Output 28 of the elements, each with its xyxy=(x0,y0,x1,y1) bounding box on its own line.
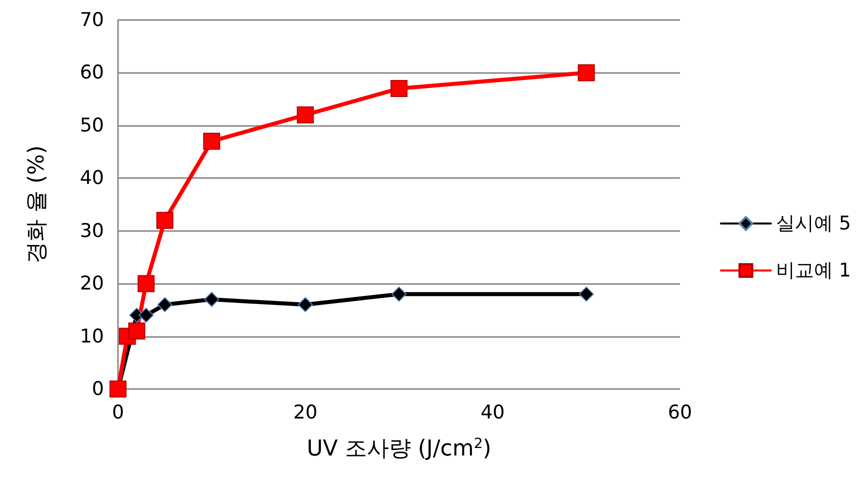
x-tick-label: 60 xyxy=(668,402,692,424)
point xyxy=(204,292,220,307)
point xyxy=(296,106,314,124)
x-tick-label: 0 xyxy=(112,402,124,424)
point xyxy=(392,286,406,302)
y-tick-label: 0 xyxy=(92,378,104,400)
legend-label: 비교예 1 xyxy=(776,260,852,282)
point xyxy=(138,308,154,323)
legend-label: 실시예 5 xyxy=(776,212,852,234)
x-tick-label: 40 xyxy=(480,402,505,424)
point xyxy=(578,286,594,302)
point xyxy=(298,297,313,312)
y-axis-title: 경화 율 (%) xyxy=(24,145,50,264)
point xyxy=(128,322,146,340)
y-tick-label: 30 xyxy=(80,220,104,242)
point xyxy=(578,64,595,82)
point xyxy=(390,80,408,98)
point xyxy=(138,275,155,292)
point xyxy=(156,212,174,229)
y-tick-label: 20 xyxy=(80,272,104,295)
y-tick-label: 60 xyxy=(80,62,104,84)
y-tick-label: 40 xyxy=(80,167,104,190)
y-tick-label: 50 xyxy=(80,114,104,136)
point xyxy=(203,132,220,150)
point xyxy=(157,297,172,312)
y-tick-label: 10 xyxy=(80,325,104,348)
x-tick-label: 20 xyxy=(293,402,318,424)
y-tick-label: 70 xyxy=(80,9,104,31)
